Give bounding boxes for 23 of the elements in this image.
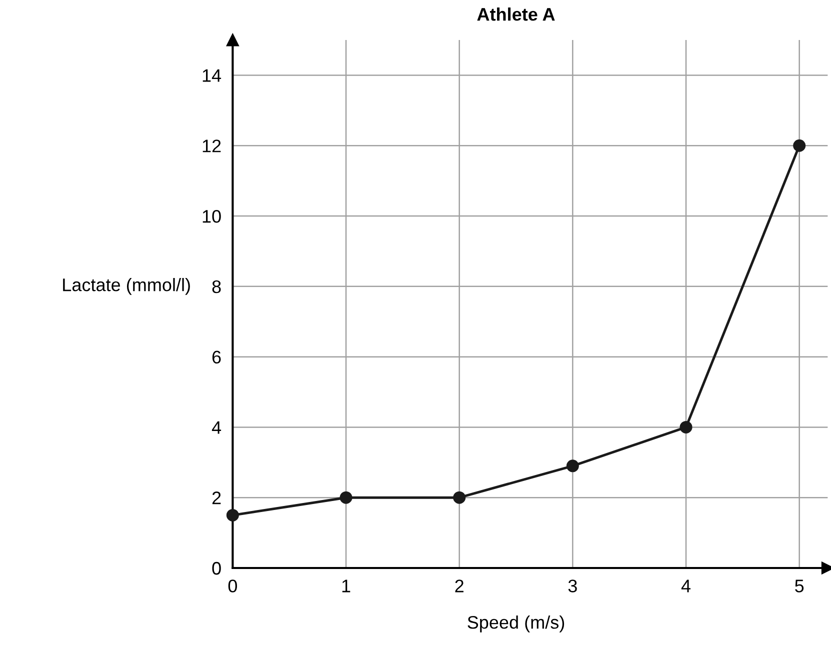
y-tick-label: 10 xyxy=(202,210,221,223)
y-tick-label: 12 xyxy=(202,140,221,152)
point xyxy=(566,460,579,472)
x-tick-label: 1 xyxy=(342,580,350,592)
y-tick-label: 4 xyxy=(212,421,222,434)
y-tick-label: 2 xyxy=(212,492,221,504)
x-axis-title: Speed (m/s) xyxy=(468,616,564,632)
point xyxy=(226,508,239,522)
point xyxy=(453,491,466,504)
chart-title: Athlete A xyxy=(477,8,555,21)
x-tick-label: 4 xyxy=(681,580,691,592)
y-tick-label: 14 xyxy=(202,69,222,82)
y-tick-label: 8 xyxy=(212,280,221,294)
x-tick-label: 3 xyxy=(568,580,577,592)
x-tick-label: 5 xyxy=(795,580,804,592)
y-tick-label: 6 xyxy=(212,350,221,364)
y-axis-title: Lactate (mmol/l) xyxy=(63,278,190,295)
point xyxy=(680,420,692,434)
x-tick-label: 0 xyxy=(228,580,237,592)
point xyxy=(340,491,352,504)
point xyxy=(793,139,806,152)
x-tick-label: 2 xyxy=(455,580,464,592)
y-tick-label: 0 xyxy=(212,562,221,575)
